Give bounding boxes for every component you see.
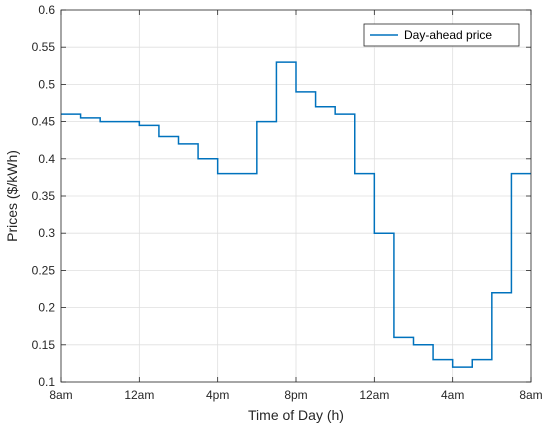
y-tick-label: 0.25: [32, 263, 56, 277]
x-tick-label: 4am: [441, 388, 464, 402]
x-tick-label: 8pm: [284, 388, 307, 402]
y-tick-label: 0.4: [38, 152, 55, 166]
x-tick-label: 4pm: [206, 388, 229, 402]
y-tick-label: 0.15: [32, 338, 56, 352]
y-tick-label: 0.1: [38, 375, 55, 389]
legend: Day-ahead price: [363, 23, 520, 47]
legend-box: [363, 23, 520, 47]
series-line-0: [61, 61, 531, 368]
x-axis-label: Time of Day (h): [248, 407, 344, 423]
y-axis-label: Prices ($/kWh): [4, 150, 20, 242]
x-tick-label: 8am: [519, 388, 542, 402]
x-tick-label: 12am: [124, 388, 154, 402]
y-tick-label: 0.2: [38, 301, 55, 315]
x-tick-labels: 8am 12am 4pm 8pm 12am 4am 8am: [49, 388, 542, 402]
x-tick-label: 8am: [49, 388, 72, 402]
series-layer: [61, 61, 531, 368]
y-tick-label: 0.35: [32, 189, 56, 203]
y-tick-label: 0.5: [38, 77, 55, 91]
y-tick-label: 0.45: [32, 115, 56, 129]
y-tick-label: 0.3: [38, 226, 55, 240]
y-tick-label: 0.6: [38, 3, 55, 17]
tick-marks: [60, 9, 532, 383]
y-tick-label: 0.55: [32, 40, 56, 54]
y-tick-labels: 0.1 0.15 0.2 0.25 0.3 0.35 0.4 0.45 0.5 0.55 0.6: [32, 3, 56, 389]
x-tick-label: 12am: [359, 388, 389, 402]
legend-label-day-ahead-price: Day-ahead price: [404, 28, 492, 42]
